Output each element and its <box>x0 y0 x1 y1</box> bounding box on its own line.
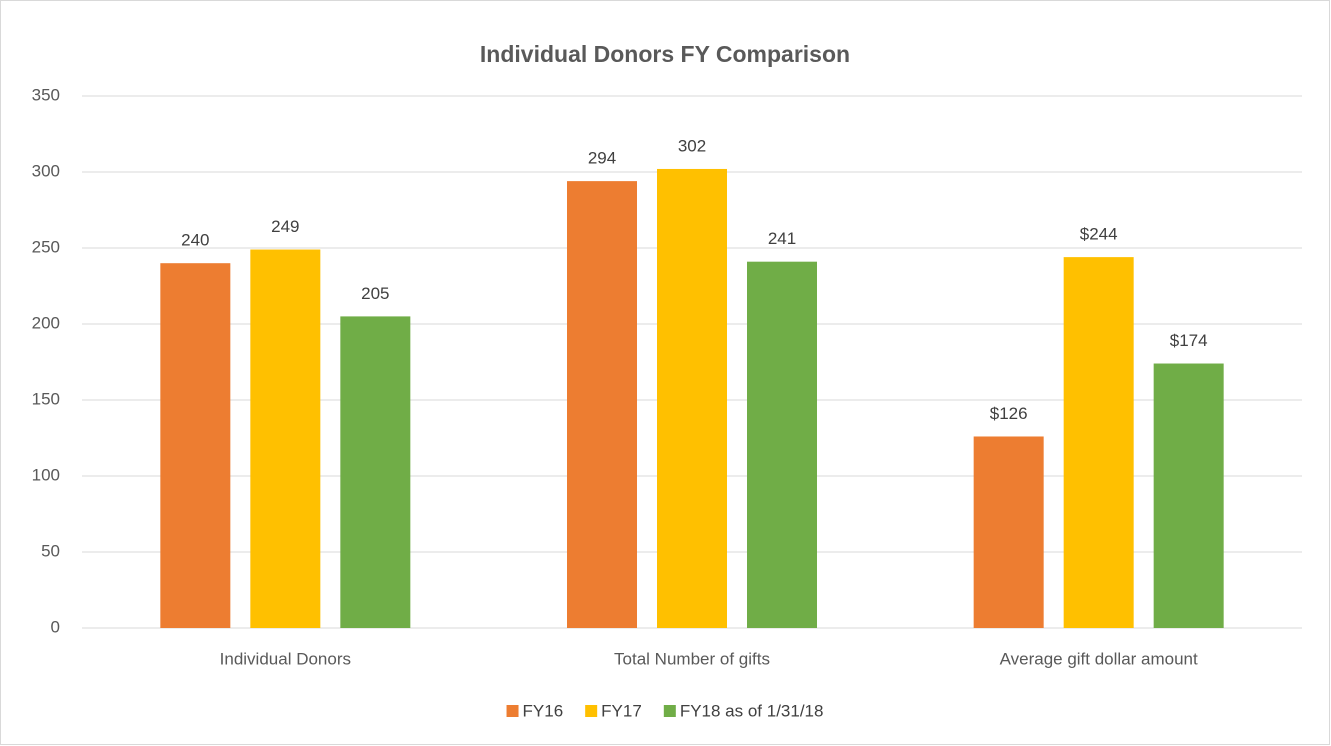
y-tick-label: 150 <box>32 389 60 408</box>
data-label: $244 <box>1080 225 1118 244</box>
data-label: 241 <box>768 229 796 248</box>
legend-swatch <box>663 705 676 717</box>
data-label: 205 <box>361 284 389 303</box>
data-label: 240 <box>181 231 209 250</box>
bar <box>160 263 231 628</box>
bar <box>1153 363 1224 628</box>
y-tick-label: 50 <box>41 541 60 560</box>
bar <box>747 261 817 628</box>
bar <box>1063 257 1134 628</box>
x-tick-label: Individual Donors <box>220 649 351 668</box>
bar <box>250 249 321 628</box>
y-tick-label: 200 <box>32 313 60 332</box>
legend-swatch <box>585 705 598 717</box>
bar <box>567 181 637 628</box>
y-tick-label: 300 <box>32 161 60 180</box>
legend-label: FY18 as of 1/31/18 <box>680 701 824 720</box>
y-tick-label: 250 <box>32 237 60 256</box>
legend-label: FY16 <box>523 701 564 720</box>
bar <box>340 316 411 628</box>
data-label: $174 <box>1170 331 1208 350</box>
legend-label: FY17 <box>601 701 642 720</box>
data-label: 294 <box>588 149 616 168</box>
data-label: $126 <box>990 404 1028 423</box>
data-label: 302 <box>678 136 706 155</box>
y-tick-label: 0 <box>51 617 60 636</box>
bar <box>973 436 1044 628</box>
y-tick-label: 100 <box>32 465 60 484</box>
y-tick-label: 350 <box>32 85 60 104</box>
data-label: 249 <box>271 217 299 236</box>
legend-swatch <box>506 705 519 717</box>
x-tick-label: Total Number of gifts <box>614 649 770 668</box>
chart-title: Individual Donors FY Comparison <box>480 41 850 67</box>
x-tick-label: Average gift dollar amount <box>1000 649 1198 668</box>
bar <box>657 168 727 628</box>
